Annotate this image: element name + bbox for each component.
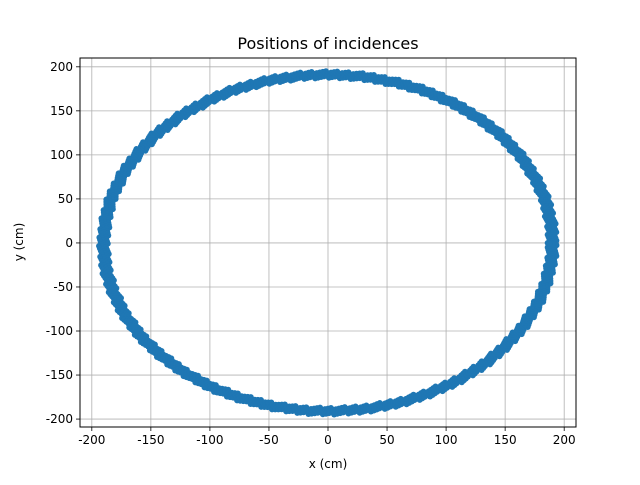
x-tick-label: 150 — [494, 433, 517, 447]
data-point — [546, 240, 553, 247]
grid-layer — [80, 58, 576, 427]
y-tick-label: 200 — [50, 60, 73, 74]
y-tick-label: -50 — [53, 280, 73, 294]
x-tick-label: 50 — [379, 433, 394, 447]
x-tick-label: -200 — [78, 433, 105, 447]
y-tick-label: -200 — [46, 412, 73, 426]
x-tick-label: 0 — [324, 433, 332, 447]
x-tick-label: -100 — [196, 433, 223, 447]
x-tick-label: -50 — [259, 433, 279, 447]
y-tick-label: 150 — [50, 104, 73, 118]
y-tick-label: -150 — [46, 368, 73, 382]
y-tick-label: 100 — [50, 148, 73, 162]
x-axis-label: x (cm) — [309, 457, 348, 471]
chart-title: Positions of incidences — [237, 34, 418, 53]
axis-ticks: -200 -150 -100 -50 0 50 100 150 200 -200 -150 -100 -… — [46, 60, 576, 447]
y-tick-label: 50 — [58, 192, 73, 206]
y-tick-label: -100 — [46, 324, 73, 338]
x-tick-label: 200 — [553, 433, 576, 447]
data-points — [96, 68, 560, 418]
x-tick-label: 100 — [435, 433, 458, 447]
y-axis-label: y (cm) — [12, 223, 26, 262]
x-tick-label: -150 — [137, 433, 164, 447]
y-tick-label: 0 — [65, 236, 73, 250]
